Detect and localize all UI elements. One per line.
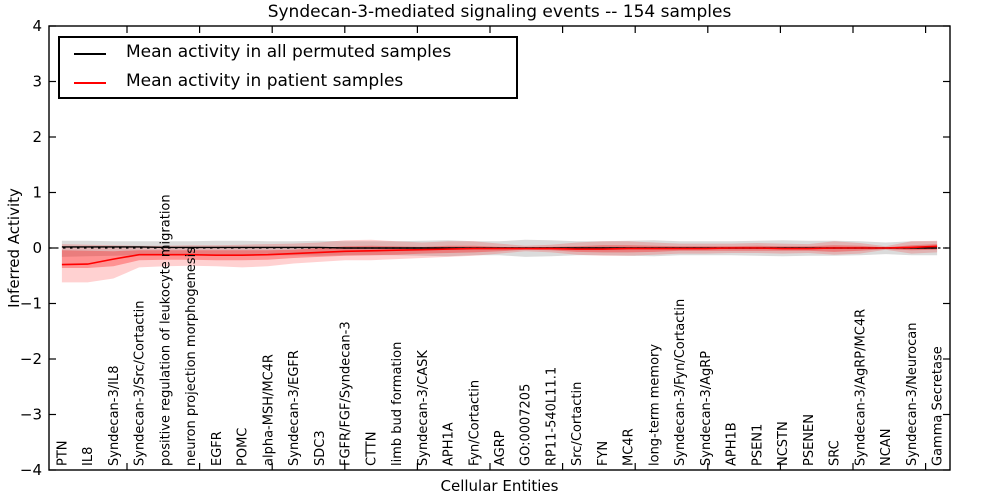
x-category-label: SDC3 [313,430,328,466]
legend-line-swatch-permuted [74,53,106,55]
y-tick-label: −3 [20,406,42,424]
x-category-label: Syndecan-3/IL8 [107,366,122,466]
y-tick-label: 4 [32,17,42,35]
x-category-label: limb bud formation [390,342,405,466]
x-category-label: Syndecan-3/Neurocan [905,323,920,466]
y-tick-label: 0 [32,239,42,257]
x-category-label: POMC [236,428,251,466]
x-category-label: Fyn/Cortactin [467,380,482,466]
x-category-label: MC4R [622,428,637,466]
x-category-label: Syndecan-3/EGFR [287,350,302,466]
y-tick-label: 2 [32,128,42,146]
x-category-label: FGFR/FGF/Syndecan-3 [339,321,354,466]
x-category-label: CTTN [364,432,379,466]
legend-item-permuted: Mean activity in all permuted samples [60,39,516,69]
legend: Mean activity in all permuted samples Me… [58,36,518,99]
x-category-label: EGFR [210,431,225,466]
x-category-label: Syndecan-3/CASK [416,350,431,466]
y-axis-label: Inferred Activity [5,188,23,308]
x-category-label: PSENEN [802,414,817,466]
x-category-label: RP11-540L11.1 [545,367,560,466]
x-category-label: APH1A [442,422,457,466]
x-category-label: Gamma Secretase [931,346,946,466]
patient-band-outer [61,239,938,283]
axis-frame [48,25,951,471]
x-axis-label: Cellular Entities [440,477,559,495]
x-category-label: Syndecan-3/AgRP/MC4R [853,309,868,466]
x-category-label: FYN [596,441,611,466]
x-category-label: Syndecan-3/AgRP [699,351,714,466]
x-category-label: AGRP [493,430,508,466]
x-category-label: IL8 [81,447,96,466]
legend-label-permuted: Mean activity in all permuted samples [126,42,452,62]
patient-band-inner [61,244,938,268]
legend-line-swatch-patient [74,82,106,84]
x-category-label: Src/Cortactin [570,382,585,466]
x-category-label: SRC [828,440,843,466]
x-category-label: PTN [55,440,70,466]
x-category-label: NCSTN [776,421,791,466]
x-category-label: long-term memory [648,344,663,466]
y-tick-label: 1 [32,184,42,202]
x-category-label: alpha-MSH/MC4R [261,354,276,466]
y-tick-label: −2 [20,350,42,368]
x-category-label: PSEN1 [750,424,765,466]
patient-mean-line [61,245,938,266]
x-category-label: GO:0007205 [519,384,534,466]
legend-item-patient: Mean activity in patient samples [60,68,516,98]
x-category-label: Syndecan-3/Src/Cortactin [133,300,148,466]
x-category-label: Syndecan-3/Fyn/Cortactin [673,299,688,466]
x-category-label: neuron projection morphogenesis [184,247,199,466]
y-tick-label: 3 [32,73,42,91]
chart-title: Syndecan-3-mediated signaling events -- … [267,2,732,22]
y-tick-label: −4 [20,461,42,479]
y-tick-label: −1 [20,295,42,313]
x-category-label: APH1B [725,422,740,466]
x-category-label: NCAN [879,429,894,466]
legend-label-patient: Mean activity in patient samples [126,71,404,91]
x-category-label: positive regulation of leukocyte migrati… [158,194,173,466]
